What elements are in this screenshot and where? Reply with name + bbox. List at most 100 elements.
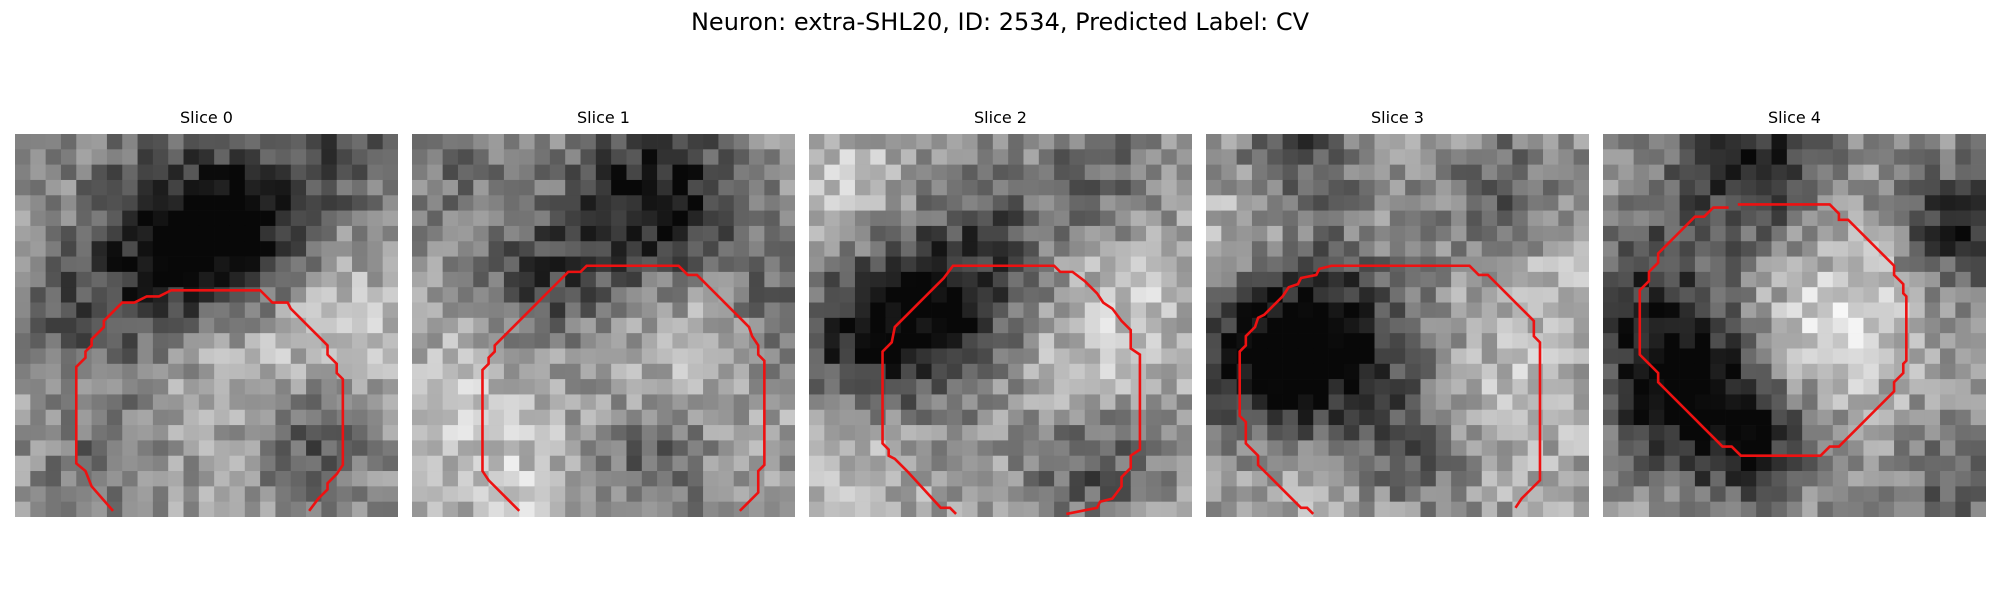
pixel	[122, 226, 138, 242]
pixel	[1329, 502, 1345, 517]
pixel	[92, 180, 108, 196]
pixel	[1344, 272, 1360, 288]
pixel	[1894, 440, 1910, 456]
pixel	[1817, 211, 1833, 227]
pixel	[291, 272, 307, 288]
pixel	[780, 226, 795, 242]
pixel	[1344, 287, 1360, 303]
pixel	[901, 226, 917, 242]
pixel	[1482, 303, 1498, 319]
pixel	[1695, 272, 1711, 288]
pixel	[1955, 440, 1971, 456]
pixel	[443, 410, 459, 426]
pixel	[1054, 226, 1070, 242]
pixel	[1146, 333, 1162, 349]
pixel	[245, 211, 261, 227]
pixel	[1237, 287, 1253, 303]
pixel	[122, 303, 138, 319]
pixel	[626, 364, 642, 380]
pixel	[1741, 165, 1757, 181]
pixel	[1574, 364, 1589, 380]
pixel	[1298, 394, 1314, 410]
pixel	[642, 379, 658, 395]
pixel	[30, 318, 46, 334]
pixel	[76, 394, 92, 410]
pixel	[978, 394, 994, 410]
pixel	[504, 394, 520, 410]
pixel	[214, 149, 230, 165]
pixel	[1085, 211, 1101, 227]
pixel	[1054, 287, 1070, 303]
pixel	[1726, 241, 1742, 257]
pixel-grid	[1603, 134, 1986, 517]
pixel	[1649, 425, 1665, 441]
pixel	[61, 318, 77, 334]
pixel	[596, 211, 612, 227]
pixel	[916, 257, 932, 273]
pixel	[1451, 134, 1467, 150]
pixel	[596, 486, 612, 502]
pixel	[978, 211, 994, 227]
pixel	[1528, 287, 1544, 303]
pixel	[626, 410, 642, 426]
pixel	[260, 165, 276, 181]
pixel	[1741, 486, 1757, 502]
pixel	[306, 226, 322, 242]
pixel	[932, 257, 948, 273]
pixel	[535, 180, 551, 196]
pixel	[199, 241, 215, 257]
pixel	[1252, 257, 1268, 273]
pixel	[122, 180, 138, 196]
pixel	[107, 379, 123, 395]
pixel	[596, 364, 612, 380]
pixel	[734, 364, 750, 380]
pixel	[1512, 471, 1528, 487]
pixel	[886, 195, 902, 211]
pixel	[1313, 440, 1329, 456]
pixel	[1817, 272, 1833, 288]
pixel	[367, 471, 383, 487]
pixel	[245, 394, 261, 410]
pixel	[1756, 241, 1772, 257]
pixel	[1482, 471, 1498, 487]
pixel	[1863, 471, 1879, 487]
pixel	[1664, 440, 1680, 456]
pixel	[565, 394, 581, 410]
pixel	[1420, 348, 1436, 364]
pixel	[1206, 394, 1222, 410]
pixel	[122, 425, 138, 441]
pixel	[1482, 364, 1498, 380]
pixel	[473, 241, 489, 257]
pixel	[1436, 456, 1452, 472]
pixel	[184, 165, 200, 181]
pixel	[1971, 348, 1986, 364]
pixel	[1726, 486, 1742, 502]
pixel	[901, 211, 917, 227]
pixel	[1344, 471, 1360, 487]
pixel	[168, 410, 184, 426]
pixel	[886, 303, 902, 319]
pixel	[565, 410, 581, 426]
pixel	[978, 272, 994, 288]
pixel	[1756, 165, 1772, 181]
pixel	[30, 257, 46, 273]
pixel	[1497, 502, 1513, 517]
pixel	[1726, 165, 1742, 181]
pixel	[199, 134, 215, 150]
pixel	[275, 318, 291, 334]
pixel	[1710, 379, 1726, 395]
pixel	[260, 303, 276, 319]
pixel	[1772, 364, 1788, 380]
pixel	[611, 410, 627, 426]
pixel	[1497, 394, 1513, 410]
pixel	[504, 471, 520, 487]
pixel	[337, 195, 353, 211]
pixel	[1802, 287, 1818, 303]
pixel	[321, 211, 337, 227]
pixel	[581, 287, 597, 303]
pixel	[1543, 149, 1559, 165]
pixel	[581, 149, 597, 165]
pixel	[1085, 456, 1101, 472]
pixel	[1206, 165, 1222, 181]
pixel	[1695, 180, 1711, 196]
